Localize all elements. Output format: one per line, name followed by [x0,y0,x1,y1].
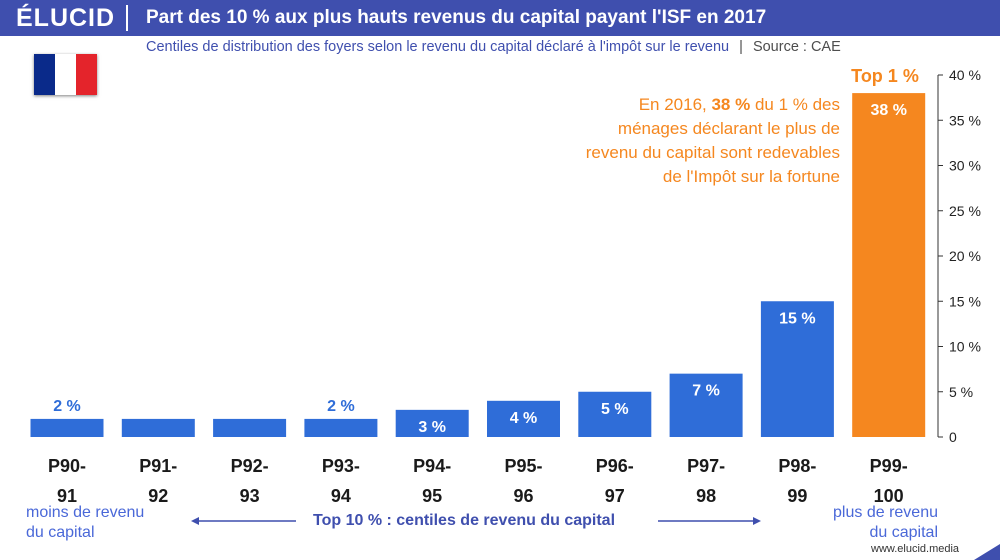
category-label: P95- 96 [504,456,543,506]
source-label: Source : CAE [752,39,841,55]
bar [852,93,926,437]
y-tick-label: 0 [949,429,957,445]
less-capital-label: moins de revenu du capital [26,503,144,543]
annotation-line1-pre: En 2016, [638,95,712,114]
y-tick-label: 10 % [949,339,981,355]
y-tick-label: 35 % [949,112,981,128]
bar-data-label: 4 % [510,410,538,427]
category-label: P92- 93 [230,456,269,506]
right-arrow-icon [753,517,761,525]
footer-url: www.elucid.media [871,543,960,555]
less-capital-line2: du capital [26,524,95,541]
top1-label: Top 1 % [851,66,919,86]
bar [669,373,743,437]
chart-subtitle: Centiles de distribution des foyers selo… [146,39,841,55]
y-tick-label: 30 % [949,158,981,174]
bar-data-label: 15 % [779,310,815,327]
less-capital-line1: moins de revenu [26,504,145,521]
bar-data-label: 5 % [601,401,629,418]
top10-range-label: Top 10 % : centiles de revenu du capital [313,512,616,529]
bar [395,409,469,437]
annotation-line1-bold: 38 % [711,95,751,114]
y-tick-label: 5 % [949,384,973,400]
y-tick-label: 40 % [949,67,981,83]
subtitle-separator: | [739,39,743,55]
bar [30,418,104,437]
annotation-line1-post: du 1 % des [750,95,840,114]
bar-data-label: 38 % [870,102,906,119]
header-bar: ÉLUCID Part des 10 % aux plus hauts reve… [0,0,1000,36]
bar [121,418,195,437]
annotation-text: En 2016, 38 % du 1 % des ménages déclara… [520,93,840,189]
bar-data-label: 2 % [53,398,81,415]
subtitle-text: Centiles de distribution des foyers selo… [146,39,730,55]
header-separator [126,5,128,31]
category-label: P94- 95 [413,456,452,506]
france-flag-icon [34,54,97,95]
bar-data-label: 3 % [418,419,446,436]
annotation-line4: de l'Impôt sur la fortune [662,167,840,186]
bar-data-label: 2 % [327,398,355,415]
category-label: P96- 97 [595,456,634,506]
category-label: P90- 91 [47,456,87,506]
category-label: P97- 98 [687,456,726,506]
annotation-line3: revenu du capital sont redevables [585,143,840,162]
more-capital-label: plus de revenu du capital [833,503,938,543]
bar [487,400,560,437]
y-tick-label: 20 % [949,248,981,264]
annotation-line2: ménages déclarant le plus de [617,119,840,138]
bar [760,301,834,437]
bar [578,391,652,437]
elucid-logo: ÉLUCID [16,4,116,32]
y-tick-label: 25 % [949,203,981,219]
category-label: P99- 100 [869,456,908,506]
bar [213,418,287,437]
more-capital-line2: du capital [869,524,939,541]
corner-decoration [974,544,1000,560]
more-capital-line1: plus de revenu [833,504,938,521]
category-label: P91- 92 [139,456,178,506]
chart-title: Part des 10 % aux plus hauts revenus du … [146,7,767,28]
bar-data-label: 7 % [692,383,720,400]
left-arrow-icon [191,517,199,525]
category-label: P98- 99 [778,456,817,506]
category-label: P93- 94 [321,456,360,506]
bar [304,418,378,437]
y-tick-label: 15 % [949,293,981,309]
